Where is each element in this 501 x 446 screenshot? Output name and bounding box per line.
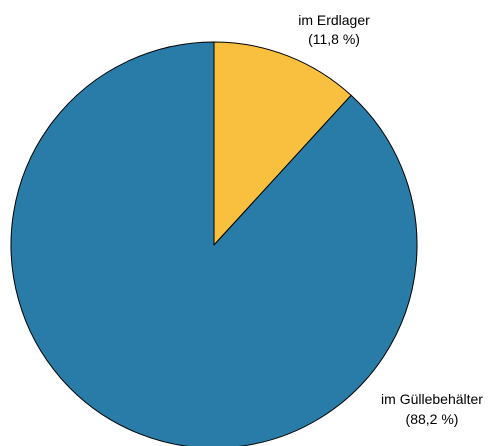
slice-label-erdlager: im Erdlager bbox=[298, 12, 370, 28]
pie-slices bbox=[10, 41, 418, 446]
slice-label-guellebehaelter: im Güllebehälter bbox=[381, 391, 483, 407]
slice-value-guellebehaelter: (88,2 %) bbox=[406, 411, 459, 427]
pie-slice-0 bbox=[213, 41, 352, 246]
slice-value-erdlager: (11,8 %) bbox=[308, 31, 360, 47]
pie-slice-1 bbox=[10, 41, 418, 446]
